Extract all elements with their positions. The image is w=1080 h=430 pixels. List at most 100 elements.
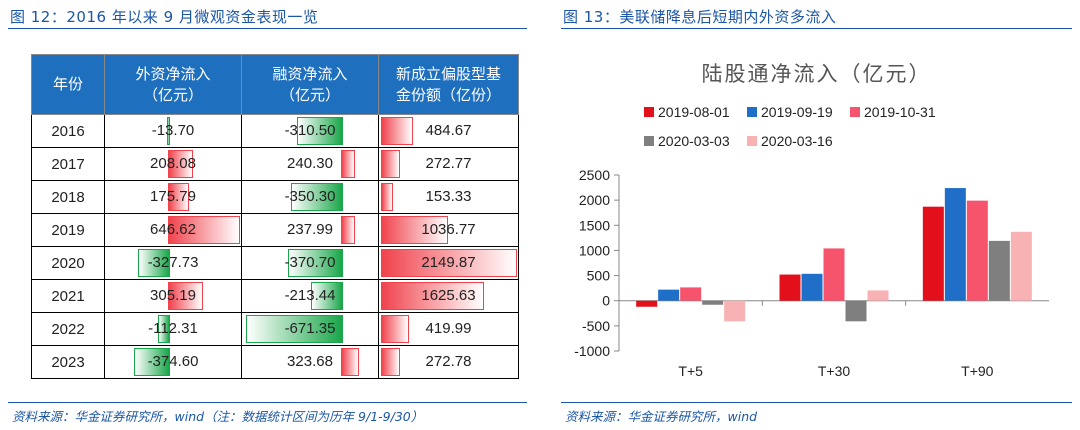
margin-value: -213.44: [284, 287, 336, 304]
year-cell: 2019: [31, 213, 105, 247]
header-fund: 新成立偏股型基 金份额（亿份）: [378, 54, 519, 115]
y-tick-label: -1000: [574, 343, 610, 359]
fund-databar: [381, 117, 414, 145]
margin-cell: -213.44: [241, 279, 379, 313]
fund-value: 153.33: [425, 188, 472, 205]
bar: [636, 300, 658, 307]
margin-value: -671.35: [284, 320, 336, 337]
fund-value: 2149.87: [421, 254, 476, 271]
legend-label: 2020-03-03: [658, 133, 730, 149]
margin-databar: [310, 282, 343, 310]
foreign-value: 646.62: [150, 221, 196, 238]
header-label: 年份: [52, 75, 83, 93]
foreign-cell: 175.79: [104, 180, 242, 214]
title-rule: [561, 28, 1072, 29]
bar: [944, 188, 966, 301]
fund-cell: 153.33: [378, 180, 519, 214]
foreign-databar: [157, 315, 171, 343]
fund-value: 484.67: [425, 122, 472, 139]
bar: [658, 289, 680, 301]
figure-12-title: 图 12：2016 年以来 9 月微观资金表现一览: [10, 8, 319, 26]
foreign-cell: -327.73: [104, 246, 242, 280]
y-tick-label: 0: [602, 293, 610, 309]
margin-value: 237.99: [287, 221, 333, 238]
legend-swatch: [644, 136, 654, 146]
foreign-cell: 305.19: [104, 279, 242, 313]
margin-cell: 323.68: [241, 345, 379, 379]
table-row: 2020 -327.73 -370.70 2149.87: [31, 246, 519, 280]
fund-cell: 2149.87: [378, 246, 519, 280]
fund-cell: 1036.77: [378, 213, 519, 247]
margin-cell: -370.70: [241, 246, 379, 280]
y-tick-label: 2500: [579, 167, 610, 183]
margin-databar: [340, 216, 355, 244]
year-cell: 2017: [31, 147, 105, 181]
fund-databar: [381, 315, 410, 343]
table-row: 2016 -13.70 -310.50 484.67: [31, 114, 519, 148]
foreign-value: -327.73: [147, 254, 199, 271]
bar: [680, 287, 702, 301]
fund-cell: 272.78: [378, 345, 519, 379]
fund-value: 1036.77: [421, 221, 476, 238]
fund-cell: 1625.63: [378, 279, 519, 313]
legend-swatch: [644, 107, 654, 117]
source-rule: [8, 402, 527, 403]
right-source-note: 资料来源：华金证券研究所，wind: [565, 409, 758, 424]
legend-label: 2020-03-16: [761, 133, 833, 149]
legend-label: 2019-09-19: [761, 104, 833, 120]
foreign-databar: [138, 249, 170, 277]
margin-databar: [291, 183, 343, 211]
table-row: 2019 646.62 237.99 1036.77: [31, 213, 519, 247]
foreign-cell: -374.60: [104, 345, 242, 379]
margin-value: -350.30: [284, 188, 336, 205]
fund-databar: [381, 216, 448, 244]
bar: [988, 240, 1010, 301]
foreign-databar: [166, 117, 171, 145]
legend-label: 2019-10-31: [864, 104, 936, 120]
fund-value: 419.99: [425, 320, 472, 337]
foreign-value: -112.31: [148, 320, 198, 337]
bar: [922, 206, 944, 301]
legend-swatch: [747, 107, 757, 117]
table-row: 2021 305.19 -213.44 1625.63: [31, 279, 519, 313]
y-tick-label: 1000: [579, 242, 610, 258]
header-label: 新成立偏股型基 金份额（亿份）: [395, 64, 501, 104]
margin-databar: [246, 315, 343, 343]
table-row: 2018 175.79 -350.30 153.33: [31, 180, 519, 214]
x-tick-label: T+5: [678, 363, 703, 379]
year-cell: 2023: [31, 345, 105, 379]
margin-databar: [340, 150, 355, 178]
year-cell: 2020: [31, 246, 105, 280]
fund-databar: [381, 249, 517, 277]
foreign-databar: [133, 348, 171, 376]
foreign-cell: 646.62: [104, 213, 242, 247]
margin-cell: 240.30: [241, 147, 379, 181]
bar: [867, 290, 889, 301]
fund-value: 272.77: [425, 155, 472, 172]
header-label: 外资净流入 （亿元）: [135, 64, 211, 104]
margin-value: 240.30: [287, 155, 333, 172]
fund-value: 272.78: [425, 353, 472, 370]
foreign-databar: [168, 150, 193, 178]
right-panel: 图 13：美联储降息后短期内外资多流入 陆股通净流入（亿元） 2019-08-0…: [553, 0, 1080, 430]
y-tick-label: 500: [587, 268, 611, 284]
bar: [823, 248, 845, 301]
year-cell: 2021: [31, 279, 105, 313]
header-foreign: 外资净流入 （亿元）: [104, 54, 242, 115]
figure-13-title: 图 13：美联储降息后短期内外资多流入: [563, 8, 837, 26]
year-cell: 2018: [31, 180, 105, 214]
northbound-flow-chart: 2019-08-01 2019-09-19 2019-10-31 2020-03-03…: [574, 104, 1049, 379]
margin-databar: [340, 348, 360, 376]
table-row: 2023 -374.60 323.68 272.78: [31, 345, 519, 379]
header-year: 年份: [31, 54, 105, 115]
bar: [966, 200, 988, 301]
left-panel: 图 12：2016 年以来 9 月微观资金表现一览 年份 外资净流入 （亿元） 融…: [0, 0, 535, 430]
header-label: 融资净流入 （亿元）: [272, 64, 348, 104]
year-cell: 2016: [31, 114, 105, 148]
foreign-value: 305.19: [150, 287, 196, 304]
fund-cell: 484.67: [378, 114, 519, 148]
legend-label: 2019-08-01: [658, 104, 730, 120]
margin-cell: -310.50: [241, 114, 379, 148]
fund-value: 1625.63: [421, 287, 476, 304]
fund-flow-table: 年份 外资净流入 （亿元） 融资净流入 （亿元） 新成立偏股型基 金份额（亿份） 20…: [31, 54, 519, 379]
